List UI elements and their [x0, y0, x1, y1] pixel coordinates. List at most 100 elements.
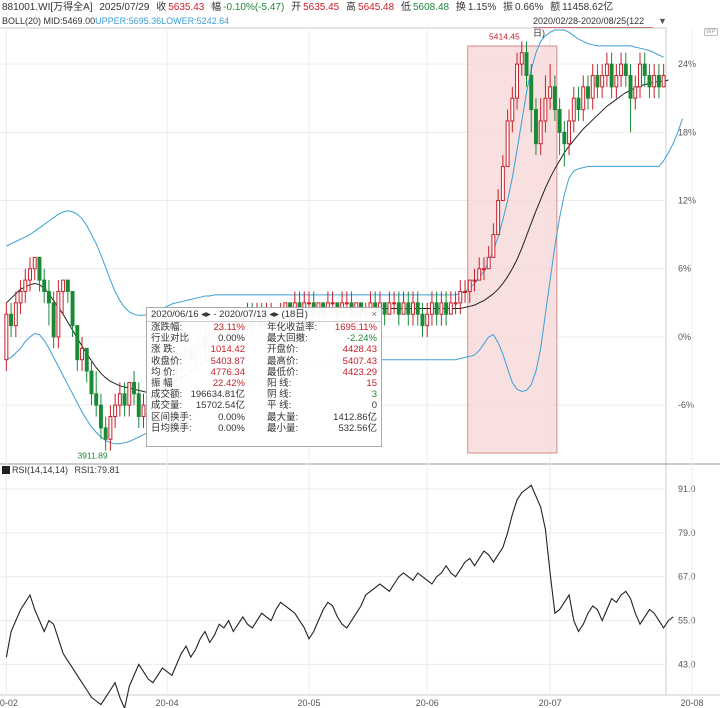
candle-body: [548, 86, 553, 99]
interval-stats-popup[interactable]: 2020/06/16 ◂▸ - 2020/07/13 ◂▸ (18日) × 涨跌幅…: [146, 307, 382, 447]
popup-v1-6: 196634.81亿: [190, 389, 245, 401]
popup-row: 涨 跌: 1014.42 开盘价: 4428.43: [147, 344, 381, 355]
candle-body: [571, 97, 576, 122]
close-key: 收: [156, 2, 167, 13]
candle-body: [103, 427, 108, 440]
popup-l2-4: 最低价:: [267, 366, 299, 378]
candle-body: [633, 86, 638, 99]
candle-body: [486, 256, 491, 270]
candle-body: [56, 290, 61, 338]
candle-body: [434, 302, 439, 315]
close-icon[interactable]: ×: [371, 309, 377, 320]
rsi-title: RSI(14,14,14): [12, 465, 69, 475]
candle-body: [656, 74, 661, 88]
kline-ytick: 6%: [678, 264, 691, 274]
candle-body: [396, 302, 401, 315]
xtick-label: 20-07: [539, 698, 562, 708]
max-price-label: 5414.45: [489, 31, 520, 41]
candle-body: [127, 381, 132, 406]
popup-row: 均 价: 4776.34 最低价: 4423.29: [147, 367, 381, 378]
candle-body: [387, 302, 392, 315]
candle-body: [458, 290, 463, 304]
candle-body: [552, 86, 557, 111]
candle-body: [444, 302, 449, 315]
rsi-value: RSI1:79.81: [74, 465, 120, 475]
candle-body: [661, 74, 666, 88]
popup-l2-8: 最大量:: [267, 411, 299, 423]
popup-body: 涨跌幅: 23.11% 年化收益率: 1695.11% 行业对比 0.00% 最大回撤: -2…: [147, 322, 381, 434]
candle-body: [61, 279, 66, 292]
candle-body: [500, 165, 505, 202]
candle-body: [89, 370, 94, 395]
candle-body: [132, 381, 137, 395]
kline-ytick: 0%: [678, 332, 691, 342]
candle-body: [628, 74, 633, 99]
candle-body: [4, 313, 9, 361]
candle-body: [439, 302, 444, 315]
candle-body: [330, 302, 335, 305]
candle-body: [642, 63, 647, 76]
candle-body: [344, 302, 349, 305]
popup-v1-1: 0.00%: [218, 333, 245, 345]
popup-v2-6: 3: [371, 389, 377, 401]
dropdown-arrow-icon[interactable]: ▼: [658, 16, 667, 26]
candle-body: [647, 74, 652, 88]
candle-body: [467, 279, 472, 292]
candle-body: [28, 268, 32, 281]
candle-body: [557, 109, 562, 133]
low-value: 5608.48: [412, 2, 450, 13]
candle-body: [108, 416, 113, 440]
popup-l1-6: 成交额:: [151, 389, 183, 401]
rsi-settings-icon[interactable]: [2, 466, 10, 474]
candle-body: [429, 302, 434, 315]
popup-title: 2020/06/16 ◂▸ - 2020/07/13 ◂▸ (18日) ×: [147, 308, 381, 322]
open-value: 5635.45: [303, 2, 340, 13]
candle-body: [491, 234, 496, 258]
change-key: 幅: [211, 2, 222, 13]
rsi-ytick: 67.0: [678, 572, 696, 582]
candle-body: [420, 313, 425, 327]
candle-body: [652, 74, 657, 88]
boll-title: BOLL(20): [2, 16, 42, 26]
candle-body: [37, 256, 42, 281]
popup-row: 涨跌幅: 23.11% 年化收益率: 1695.11%: [147, 322, 381, 333]
change-value: -0.10%(-5.47): [223, 2, 285, 13]
candle-body: [70, 290, 75, 327]
open-key: 开: [291, 2, 302, 13]
candle-body: [141, 404, 146, 418]
rsi1-line: [5, 484, 674, 708]
popup-l1-4: 均 价:: [151, 366, 176, 378]
popup-l1-1: 行业对比: [151, 333, 190, 345]
candle-body: [562, 131, 567, 145]
candle-body: [533, 109, 538, 145]
xtick-label: 20-02: [0, 698, 18, 708]
amplitude-value: 0.66%: [515, 2, 544, 13]
popup-l1-0: 涨跌幅:: [151, 322, 183, 333]
popup-l1-3: 收盘价:: [151, 355, 183, 367]
candle-body: [590, 74, 595, 99]
candle-body: [415, 302, 420, 315]
candle-body: [122, 393, 127, 406]
amplitude-key: 振: [503, 2, 514, 13]
popup-v2-7: 0: [371, 400, 377, 412]
candle-body: [505, 120, 510, 167]
popup-v1-2: 1014.42: [210, 344, 245, 356]
candle-body: [477, 268, 482, 281]
popup-l1-2: 涨 跌:: [151, 344, 176, 356]
popup-row: 日均换手: 0.00% 最小量: 532.56亿: [147, 423, 381, 434]
candle-body: [80, 347, 84, 361]
popup-row: 成交量: 15702.54亿 平 线: 0: [147, 400, 381, 411]
popup-row: 区间换手: 0.00% 最大量: 1412.86亿: [147, 412, 381, 423]
low-key: 低: [400, 2, 411, 13]
candle-body: [600, 74, 605, 88]
popup-date-range: 2020/06/16 ◂▸ - 2020/07/13 ◂▸ (18日): [151, 309, 308, 320]
candle-body: [32, 256, 37, 270]
popup-l1-9: 日均换手:: [151, 422, 192, 434]
candle-body: [481, 268, 486, 271]
xtick-label: 20-08: [680, 698, 703, 708]
popup-row: 成交额: 196634.81亿 阴 线: 3: [147, 389, 381, 400]
kline-ytick: -6%: [678, 400, 694, 410]
popup-v1-9: 0.00%: [218, 422, 245, 434]
popup-l1-5: 振 幅: [151, 377, 173, 389]
candle-body: [13, 302, 18, 327]
